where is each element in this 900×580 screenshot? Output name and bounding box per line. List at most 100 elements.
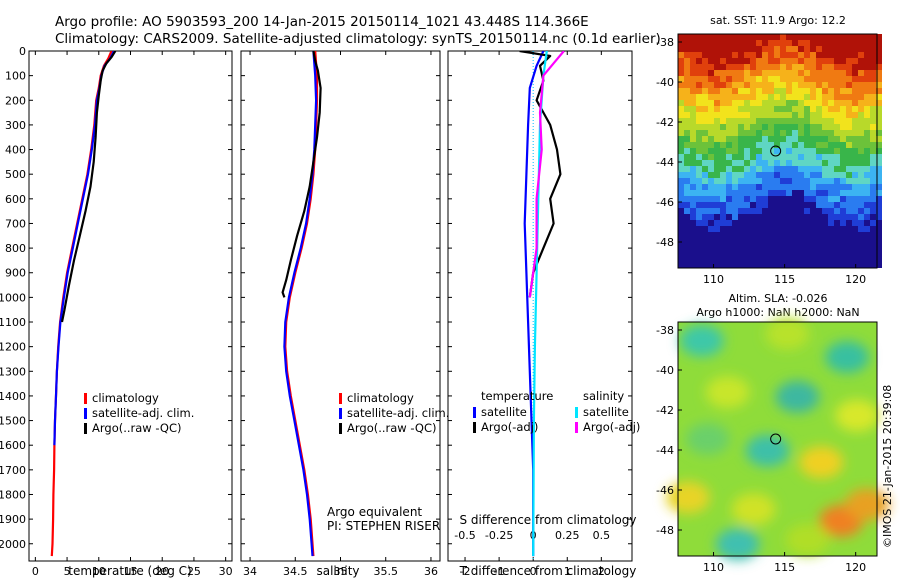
sst-cell [822, 220, 828, 226]
y-tick-label: 2000 [0, 538, 26, 551]
sst-cell [678, 124, 684, 130]
sst-cell [786, 220, 792, 226]
sst-cell [846, 106, 852, 112]
figure-title-line1: Argo profile: AO 5903593_200 14-Jan-2015… [55, 14, 589, 30]
sst-cell [780, 94, 786, 100]
sst-cell [738, 178, 744, 184]
sst-cell [786, 172, 792, 178]
sst-cell [690, 94, 696, 100]
sst-cell [774, 226, 780, 232]
sst-cell [816, 130, 822, 136]
sst-cell [756, 46, 762, 52]
sst-cell [828, 64, 834, 70]
sst-cell [756, 64, 762, 70]
legend-label: satellite-adj. clim. [347, 406, 449, 420]
sst-cell [708, 106, 714, 112]
sst-cell [834, 148, 840, 154]
sst-cell [798, 262, 804, 268]
sst-cell [732, 100, 738, 106]
sst-cell [750, 136, 756, 142]
sst-cell [810, 136, 816, 142]
sst-cell [858, 118, 864, 124]
sst-cell [822, 184, 828, 190]
sst-cell [696, 184, 702, 190]
sst-cell [864, 112, 870, 118]
sst-cell [738, 124, 744, 130]
sst-cell [684, 58, 690, 64]
sst-cell [822, 154, 828, 160]
sst-cell [732, 256, 738, 262]
sst-cell [696, 244, 702, 250]
sst-cell [822, 70, 828, 76]
sst-cell [822, 244, 828, 250]
sst-cell [840, 142, 846, 148]
sst-cell [708, 118, 714, 124]
sst-cell [702, 88, 708, 94]
sst-cell [792, 202, 798, 208]
sst-cell [756, 58, 762, 64]
sst-cell [750, 94, 756, 100]
sst-cell [786, 82, 792, 88]
sst-cell [828, 94, 834, 100]
sst-cell [840, 40, 846, 46]
sst-cell [786, 166, 792, 172]
sst-cell [756, 208, 762, 214]
sst-cell [834, 196, 840, 202]
sst-cell [828, 112, 834, 118]
sst-cell [714, 196, 720, 202]
sst-cell [756, 142, 762, 148]
sst-cell [732, 142, 738, 148]
sst-cell [768, 52, 774, 58]
sst-cell [762, 46, 768, 52]
sst-cell [792, 172, 798, 178]
sst-cell [852, 232, 858, 238]
sst-cell [876, 154, 882, 160]
map-y-tick-label: -48 [656, 524, 674, 537]
sst-cell [738, 262, 744, 268]
sst-cell [828, 124, 834, 130]
sst-cell [876, 262, 882, 268]
sst-cell [708, 130, 714, 136]
sst-cell [858, 52, 864, 58]
sst-cell [738, 112, 744, 118]
sst-cell [804, 100, 810, 106]
sst-cell [822, 58, 828, 64]
sst-cell [816, 70, 822, 76]
sst-cell [678, 148, 684, 154]
sst-cell [726, 118, 732, 124]
sst-cell [708, 88, 714, 94]
sst-cell [786, 232, 792, 238]
sst-cell [774, 202, 780, 208]
sst-cell [840, 166, 846, 172]
sst-cell [852, 82, 858, 88]
sst-cell [708, 46, 714, 52]
sst-cell [798, 58, 804, 64]
legend-swatch [473, 422, 476, 433]
sla-float-position-marker [770, 433, 782, 445]
sst-cell [684, 46, 690, 52]
sst-cell [798, 34, 804, 40]
sst-cell [858, 142, 864, 148]
sst-cell [690, 112, 696, 118]
sst-cell [840, 76, 846, 82]
sst-cell [744, 166, 750, 172]
sst-cell [798, 232, 804, 238]
sst-cell [864, 202, 870, 208]
sst-cell [834, 220, 840, 226]
sst-map-x-ticks: 110 115 120 [703, 264, 866, 286]
sst-cell [732, 262, 738, 268]
sst-cell [780, 214, 786, 220]
sst-cell [684, 178, 690, 184]
sst-cell [816, 202, 822, 208]
sst-cell [828, 100, 834, 106]
sst-cell [762, 130, 768, 136]
sst-cell [858, 76, 864, 82]
sst-cell [726, 124, 732, 130]
sst-cell [804, 34, 810, 40]
sst-cell [864, 118, 870, 124]
sst-cell [798, 94, 804, 100]
sst-cell [684, 232, 690, 238]
sst-cell [684, 106, 690, 112]
sst-cell [702, 118, 708, 124]
